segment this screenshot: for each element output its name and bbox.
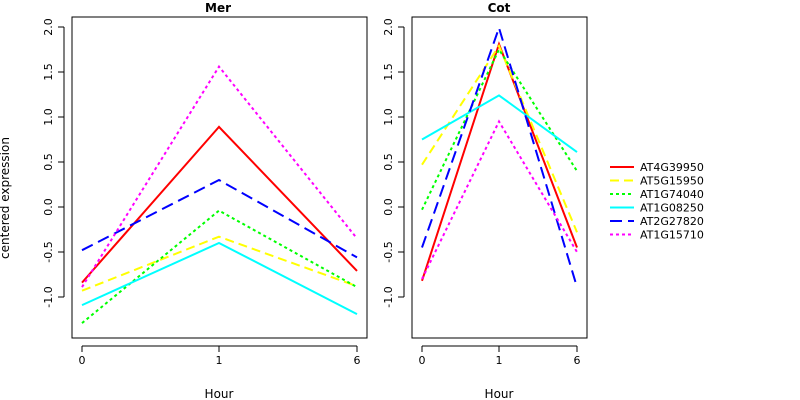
legend-item-at2g27820: AT2G27820 [610,215,704,228]
legend-item-at5g15950: AT5G15950 [610,175,704,188]
legend-label: AT4G39950 [640,161,704,174]
series-line-cot-at4g39950 [421,41,578,282]
y-tick-label-mer: 2.0 [42,18,55,36]
panel-cot: Cot 0 1 6 -1.0 -0.5 0.0 0.5 1.0 1.5 2.0 Hour [382,1,588,400]
x-tick-label-cot: 1 [496,354,503,367]
y-tick-label-cot: 1.5 [382,63,395,81]
legend-label: AT5G15950 [640,175,704,188]
x-tick-label-cot: 0 [419,354,426,367]
series-line-mer-at4g39950 [81,125,358,284]
series-line-mer-at5g15950 [81,235,358,292]
x-axis-mer: 0 1 6 [79,345,361,367]
y-tick-label-cot: 0.0 [382,198,395,216]
y-tick-label-cot: -1.0 [382,286,395,307]
y-tick-label-cot: -0.5 [382,241,395,262]
panel-title-cot: Cot [488,1,511,15]
series-line-cot-at2g27820 [421,24,578,288]
series-lines-cot [421,24,578,288]
x-axis-label-mer: Hour [205,387,234,400]
y-tick-label-cot: 0.5 [382,153,395,171]
panel-mer: Mer 0 1 6 -1.0 -0.5 0.0 0.5 1.0 1.5 2.0 Hour cen… [0,1,368,400]
x-axis-label-cot: Hour [485,387,514,400]
x-tick-label-mer: 0 [79,354,86,367]
y-tick-label-mer: 0.0 [42,198,55,216]
legend-label: AT2G27820 [640,215,704,228]
y-tick-label-mer: -1.0 [42,286,55,307]
series-line-mer-at2g27820 [81,178,358,259]
y-axis-label: centered expression [0,137,12,259]
y-axis-mer: -1.0 -0.5 0.0 0.5 1.0 1.5 2.0 [42,18,65,308]
legend-label: AT1G74040 [640,188,704,201]
legend-label: AT1G15710 [640,229,704,242]
x-tick-label-mer: 1 [216,354,223,367]
x-tick-label-mer: 6 [354,354,361,367]
plot-frame-mer [71,16,368,339]
series-line-mer-at1g74040 [81,209,358,324]
plot-frame-cot [411,16,588,339]
legend-item-at1g74040: AT1G74040 [610,188,704,201]
legend-label: AT1G08250 [640,202,704,215]
y-tick-label-cot: 1.0 [382,108,395,126]
y-tick-label-cot: 2.0 [382,18,395,36]
y-tick-label-mer: -0.5 [42,241,55,262]
y-tick-label-mer: 1.5 [42,63,55,81]
x-tick-label-cot: 6 [574,354,581,367]
y-tick-label-mer: 0.5 [42,153,55,171]
y-tick-label-mer: 1.0 [42,108,55,126]
series-line-cot-at5g15950 [421,43,578,233]
panel-title-mer: Mer [205,1,231,15]
legend-item-at1g15710: AT1G15710 [610,229,704,242]
series-lines-mer [81,64,358,324]
series-line-cot-at1g08250 [421,94,578,153]
legend: AT4G39950AT5G15950AT1G74040AT1G08250AT2G… [610,161,704,242]
x-axis-cot: 0 1 6 [419,345,581,367]
series-line-mer-at1g15710 [81,64,358,288]
series-line-cot-at1g15710 [421,119,578,280]
legend-item-at4g39950: AT4G39950 [610,161,704,174]
series-line-mer-at1g08250 [81,241,358,315]
legend-item-at1g08250: AT1G08250 [610,202,704,215]
y-axis-cot: -1.0 -0.5 0.0 0.5 1.0 1.5 2.0 [382,18,405,308]
